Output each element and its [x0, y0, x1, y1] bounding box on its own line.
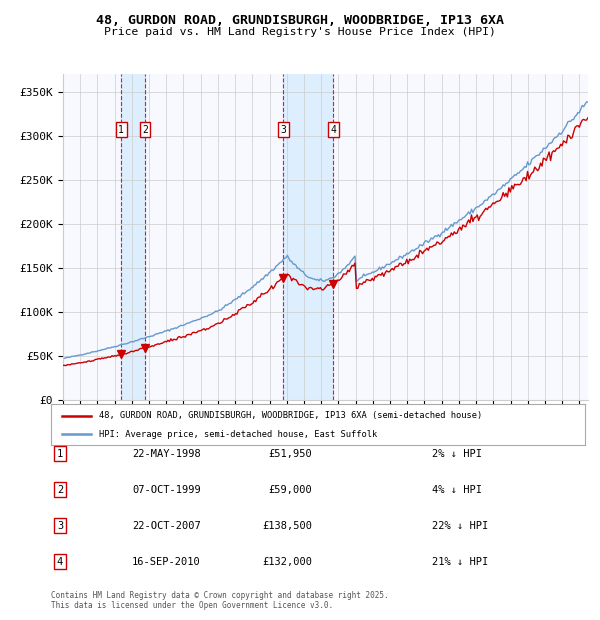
Text: Price paid vs. HM Land Registry's House Price Index (HPI): Price paid vs. HM Land Registry's House … [104, 27, 496, 37]
Text: 07-OCT-1999: 07-OCT-1999 [132, 485, 201, 495]
Text: 48, GURDON ROAD, GRUNDISBURGH, WOODBRIDGE, IP13 6XA: 48, GURDON ROAD, GRUNDISBURGH, WOODBRIDG… [96, 14, 504, 27]
Text: 4: 4 [331, 125, 337, 135]
Text: 48, GURDON ROAD, GRUNDISBURGH, WOODBRIDGE, IP13 6XA (semi-detached house): 48, GURDON ROAD, GRUNDISBURGH, WOODBRIDG… [99, 411, 482, 420]
Bar [121, 74, 145, 400]
Text: £138,500: £138,500 [262, 521, 312, 531]
Text: 22% ↓ HPI: 22% ↓ HPI [432, 521, 488, 531]
Bar [283, 74, 334, 400]
Text: 4: 4 [57, 557, 63, 567]
Text: £59,000: £59,000 [268, 485, 312, 495]
Text: 21% ↓ HPI: 21% ↓ HPI [432, 557, 488, 567]
Text: 3: 3 [280, 125, 286, 135]
Text: 22-MAY-1998: 22-MAY-1998 [132, 449, 201, 459]
Text: 4% ↓ HPI: 4% ↓ HPI [432, 485, 482, 495]
Text: 1: 1 [57, 449, 63, 459]
Text: Contains HM Land Registry data © Crown copyright and database right 2025.
This d: Contains HM Land Registry data © Crown c… [51, 591, 389, 610]
Text: £132,000: £132,000 [262, 557, 312, 567]
Text: 22-OCT-2007: 22-OCT-2007 [132, 521, 201, 531]
Text: 2: 2 [57, 485, 63, 495]
Text: 1: 1 [118, 125, 124, 135]
Text: HPI: Average price, semi-detached house, East Suffolk: HPI: Average price, semi-detached house,… [99, 430, 377, 439]
Text: 16-SEP-2010: 16-SEP-2010 [132, 557, 201, 567]
Text: 2% ↓ HPI: 2% ↓ HPI [432, 449, 482, 459]
Text: 3: 3 [57, 521, 63, 531]
Text: 2: 2 [142, 125, 148, 135]
Text: £51,950: £51,950 [268, 449, 312, 459]
